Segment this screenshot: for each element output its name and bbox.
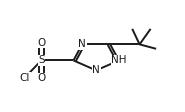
Text: N: N — [92, 65, 100, 75]
Text: NH: NH — [111, 55, 127, 65]
Text: O: O — [37, 73, 46, 83]
Text: N: N — [78, 39, 86, 49]
Text: S: S — [38, 55, 45, 65]
Text: Cl: Cl — [20, 73, 30, 83]
Text: O: O — [37, 38, 46, 48]
